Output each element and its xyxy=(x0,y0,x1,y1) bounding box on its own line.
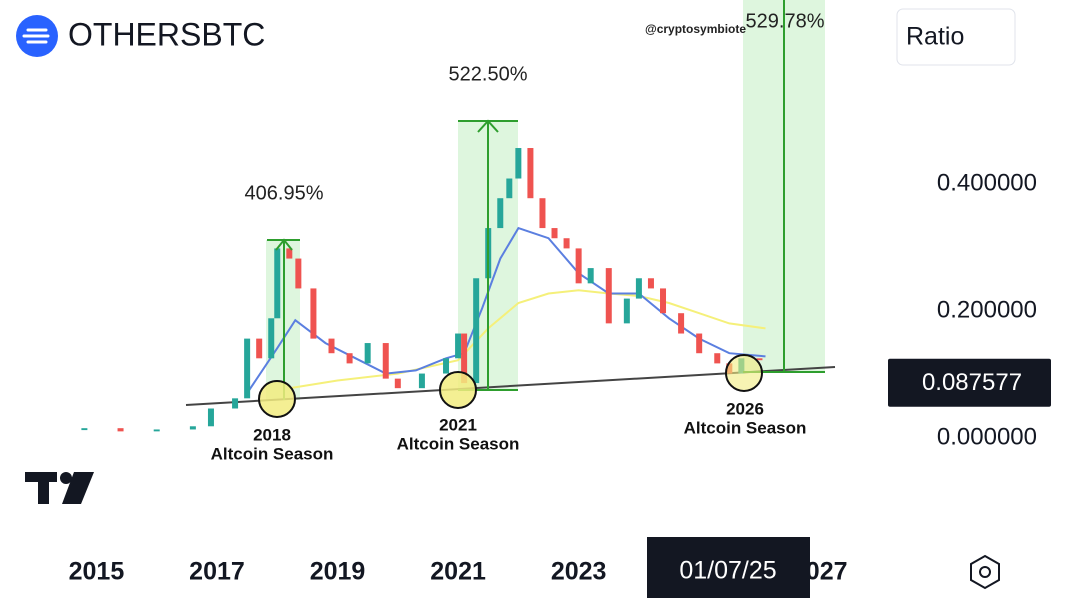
candle xyxy=(443,358,450,374)
x-tick-label: 2021 xyxy=(430,558,486,586)
gain-label: 529.78% xyxy=(746,10,825,32)
annotation-overlay xyxy=(258,0,825,418)
candle xyxy=(189,426,196,430)
candle xyxy=(232,398,239,409)
candle xyxy=(515,148,522,179)
candle xyxy=(660,288,667,314)
logo-glyph xyxy=(22,28,50,44)
season-year: 2026 xyxy=(726,399,764,418)
candle xyxy=(81,428,88,431)
candle xyxy=(382,343,389,379)
candle xyxy=(394,378,401,389)
candle xyxy=(207,408,214,427)
season-circle xyxy=(258,380,296,418)
settings-icon-core[interactable] xyxy=(979,566,991,578)
candle xyxy=(587,268,594,284)
candle xyxy=(310,288,317,339)
candle xyxy=(274,248,281,319)
x-tick-label: 2019 xyxy=(310,558,366,586)
price-label-box xyxy=(888,358,1051,407)
season-year: 2018 xyxy=(253,425,291,444)
gain-label: 406.95% xyxy=(245,182,324,204)
scale-button-label[interactable]: Ratio xyxy=(906,23,964,51)
y-tick-label: 0.200000 xyxy=(937,297,1037,324)
arrow-head xyxy=(275,238,293,251)
candle xyxy=(575,248,582,284)
candle xyxy=(551,228,558,239)
candle xyxy=(678,313,685,334)
candle xyxy=(714,353,721,364)
x-tick-label: 2017 xyxy=(189,558,245,586)
price-label: 0.087577 xyxy=(922,369,1022,396)
symbol-title: OTHERSBTC xyxy=(68,16,265,52)
watermark: @cryptosymbiote xyxy=(645,22,746,36)
season-year: 2021 xyxy=(439,415,477,434)
candle xyxy=(605,268,612,324)
y-tick-label: 0.000000 xyxy=(937,424,1037,451)
x-tick-label: 2023 xyxy=(551,558,607,586)
season-label: Altcoin Season xyxy=(684,418,807,437)
y-tick-label: 0.400000 xyxy=(937,170,1037,197)
season-label: Altcoin Season xyxy=(397,434,520,453)
settings-icon[interactable] xyxy=(970,554,1000,590)
candle xyxy=(497,198,504,229)
axis-layer: 0.000000 0.200000 0.400000 2015 2017 2019 2021… xyxy=(69,170,1051,598)
tradingview-logo xyxy=(25,472,94,504)
candle xyxy=(364,343,371,364)
candle xyxy=(539,198,546,229)
candle xyxy=(506,178,513,199)
candle xyxy=(756,358,763,361)
candle xyxy=(623,298,630,324)
season-circle xyxy=(725,354,763,392)
candle xyxy=(244,338,251,399)
candle xyxy=(647,278,654,289)
candle xyxy=(346,353,353,364)
scale-button[interactable] xyxy=(896,8,1016,66)
candle xyxy=(256,338,263,359)
gain-label: 522.50% xyxy=(449,63,528,85)
candle xyxy=(455,333,462,359)
candle xyxy=(696,333,703,354)
cursor-label-box xyxy=(647,537,810,598)
candle xyxy=(295,258,302,289)
cursor-label: 01/07/25 xyxy=(679,557,776,585)
candle xyxy=(328,338,335,354)
candle xyxy=(268,318,275,359)
candle xyxy=(461,333,468,384)
candle xyxy=(563,238,570,249)
x-tick-label: 2015 xyxy=(69,558,125,586)
season-label: Altcoin Season xyxy=(211,444,334,463)
candle xyxy=(153,429,160,432)
candle xyxy=(473,278,480,384)
arrow-head xyxy=(477,119,499,133)
candle xyxy=(117,428,124,432)
season-circle xyxy=(439,371,477,409)
candle xyxy=(527,148,534,199)
moving-average xyxy=(289,289,766,390)
candle xyxy=(635,278,642,299)
plot-area xyxy=(81,148,766,432)
candle xyxy=(418,373,425,389)
candle xyxy=(286,248,293,259)
